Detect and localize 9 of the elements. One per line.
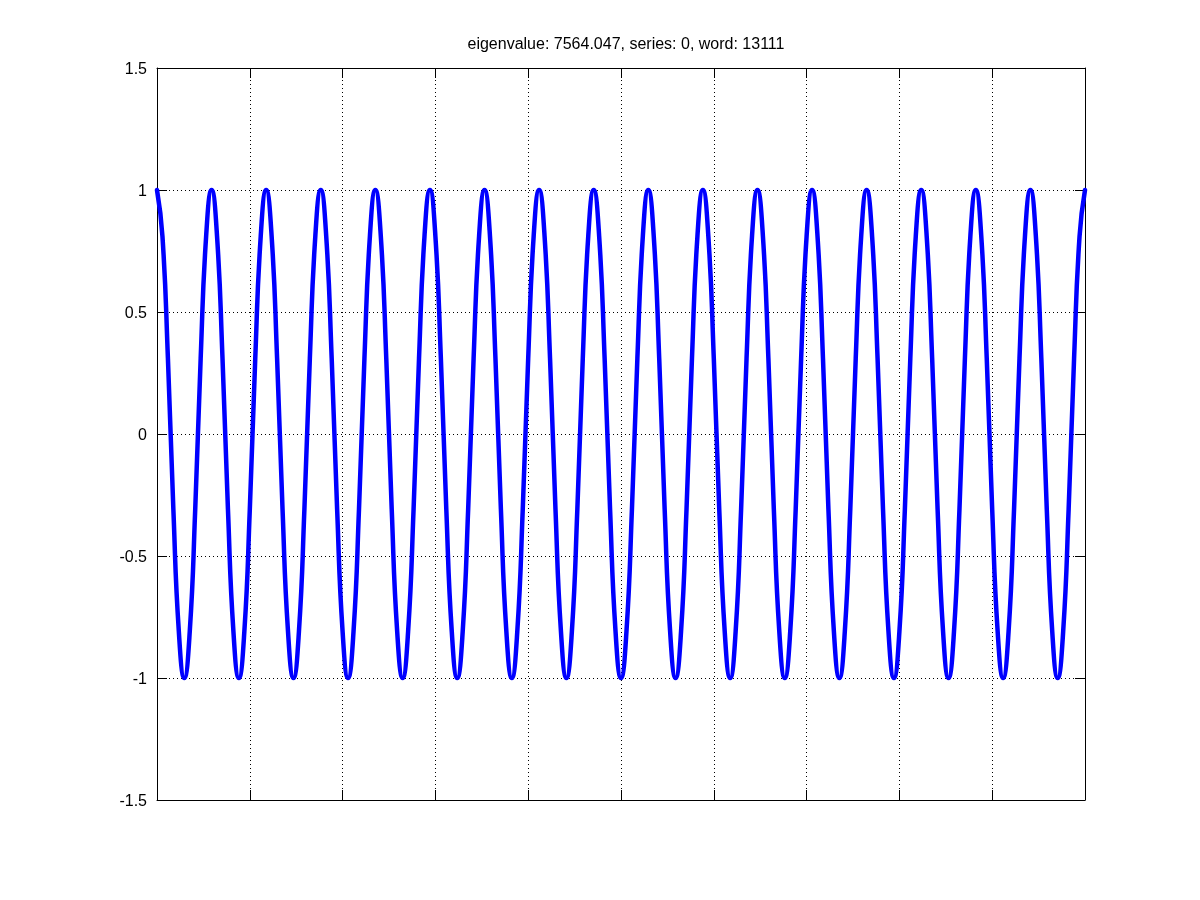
y-tick-label: -1 — [132, 669, 148, 687]
y-tick-label: 1.5 — [124, 59, 148, 77]
line-series — [154, 187, 1088, 681]
chart-title: eigenvalue: 7564.047, series: 0, word: 13111 — [467, 34, 785, 52]
y-tick-label: 1 — [138, 181, 148, 199]
y-tick-label: -1.5 — [119, 791, 148, 809]
y-tick-label: 0 — [138, 425, 148, 443]
y-tick-label: 0.5 — [124, 303, 148, 321]
y-tick-label: -0.5 — [119, 547, 148, 565]
